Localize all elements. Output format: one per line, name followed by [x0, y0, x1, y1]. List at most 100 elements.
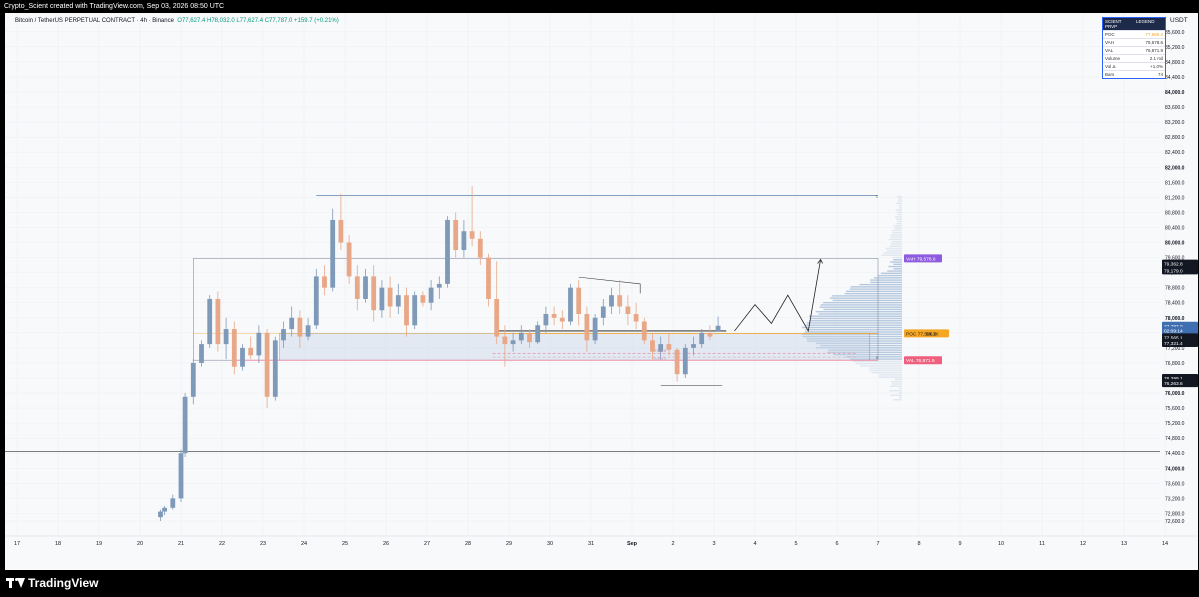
profile-bar [809, 320, 902, 321]
profile-bar [890, 386, 902, 387]
bottom-bar [0, 570, 1199, 597]
candle [544, 306, 549, 332]
profile-bar [823, 302, 902, 303]
profile-bar [887, 250, 902, 251]
price-tick-label: 78,400.0 [1165, 301, 1185, 307]
tradingview-brand-text: TradingView [28, 576, 98, 590]
time-tick-label: 27 [424, 541, 430, 547]
created-by-text: Crypto_Scient created with TradingView.c… [4, 3, 224, 10]
ohlc-values: O77,627.4 H78,032.0 L77,627.4 C77,787.0 … [177, 18, 338, 24]
chart-svg[interactable]: 1077,057.576,954.5 72,600.072,800.073,20… [5, 13, 1198, 570]
candle [380, 280, 385, 318]
profile-bar [851, 286, 902, 287]
candle [404, 288, 409, 337]
price-tick-label: 73,200.0 [1165, 496, 1185, 502]
profile-bar [850, 288, 902, 289]
time-tick-label: 19 [96, 541, 102, 547]
candle [568, 284, 573, 325]
price-tick-label: 82,800.0 [1165, 135, 1185, 141]
candle-body [273, 340, 278, 396]
candle-body [593, 318, 598, 341]
candle [396, 284, 401, 314]
level-2-badge: 77,321.4 [1164, 341, 1183, 347]
time-tick-label: 7 [876, 541, 879, 547]
profile-bar [893, 264, 902, 265]
profile-bar [824, 309, 902, 310]
profile-bar [833, 300, 902, 301]
table-value: +1.0% [1134, 63, 1165, 70]
level-4-badge: 76,263.6 [1164, 381, 1183, 387]
candle-body [503, 337, 508, 345]
time-tick-label: 30 [547, 541, 553, 547]
profile-bar [820, 306, 902, 307]
symbol-legend: Bitcoin / TetherUS PERPETUAL CONTRACT · … [15, 18, 339, 24]
profile-bar [890, 395, 902, 396]
time-tick-label: 28 [465, 541, 471, 547]
profile-bar [845, 293, 902, 294]
candle-body [199, 344, 204, 363]
candle-body [257, 333, 262, 356]
time-tick-label: 26 [383, 541, 389, 547]
candle-body [437, 284, 442, 288]
profile-bar [853, 361, 902, 362]
candle-body [486, 258, 491, 299]
candle-body [289, 318, 294, 329]
created-by-bar: Crypto_Scient created with TradingView.c… [0, 0, 1199, 13]
time-tick-label: 4 [753, 541, 756, 547]
candle-body [388, 288, 393, 307]
candle [371, 265, 376, 321]
profile-bar [899, 397, 902, 398]
projection-path [735, 259, 821, 330]
profile-bar [892, 241, 902, 242]
candle-body [162, 508, 167, 512]
candle-body [380, 288, 385, 311]
demand-zone [279, 333, 869, 360]
profile-bar [806, 325, 902, 326]
candle-body [355, 276, 360, 299]
price-tick-label: 85,200.0 [1165, 45, 1185, 51]
profile-bar [890, 234, 902, 235]
fib-marker-1: 1 [876, 193, 879, 198]
chart-area[interactable]: 1077,057.576,954.5 72,600.072,800.073,20… [5, 13, 1198, 570]
candle [232, 322, 237, 375]
table-header-cell: LEGEND [1134, 18, 1165, 30]
profile-bar [883, 252, 902, 253]
candle-body [478, 239, 483, 258]
candle [609, 288, 614, 314]
price-tick-label: 82,000.0 [1165, 165, 1185, 171]
candle [179, 449, 184, 502]
currency-label: USDT [1170, 17, 1188, 24]
table-value: 2.1 mil [1134, 55, 1165, 62]
time-tick-label: 31 [588, 541, 594, 547]
table-row: VAH 79,578.6 [1103, 38, 1165, 46]
time-tick-label: 11 [1039, 541, 1045, 547]
candle-body [601, 306, 606, 317]
candle [191, 359, 196, 404]
candle-body [445, 220, 450, 284]
candle-body [158, 512, 163, 518]
time-tick-label: 5 [794, 541, 797, 547]
profile-bar [892, 230, 902, 231]
profile-bar [891, 243, 902, 244]
candle-body [699, 333, 704, 344]
price-tick-label: 81,600.0 [1165, 180, 1185, 186]
candle-body [363, 276, 368, 299]
profile-bar [821, 304, 902, 305]
candle-body [421, 295, 426, 303]
profile-bar [879, 376, 902, 377]
candle [216, 291, 221, 351]
price-tick-label: 82,400.0 [1165, 150, 1185, 156]
tradingview-logo[interactable]: TradingView [6, 576, 98, 590]
candle [207, 295, 212, 348]
price-tick-label: 83,200.0 [1165, 120, 1185, 126]
candle [183, 393, 188, 457]
price-tick-label: 76,000.0 [1165, 391, 1185, 397]
price-tick-label: 85,600.0 [1165, 30, 1185, 36]
candle-body [716, 326, 721, 332]
candle-body [298, 318, 303, 337]
candle [478, 231, 483, 265]
time-axis: 17 18 19 20 21 22 23 24 25 26 27 28 29 30 31 Sep 2 3 4 5 6 7 8… [14, 541, 1168, 547]
profile-bar [895, 216, 902, 217]
candle [330, 209, 335, 292]
profile-bar [898, 198, 902, 199]
